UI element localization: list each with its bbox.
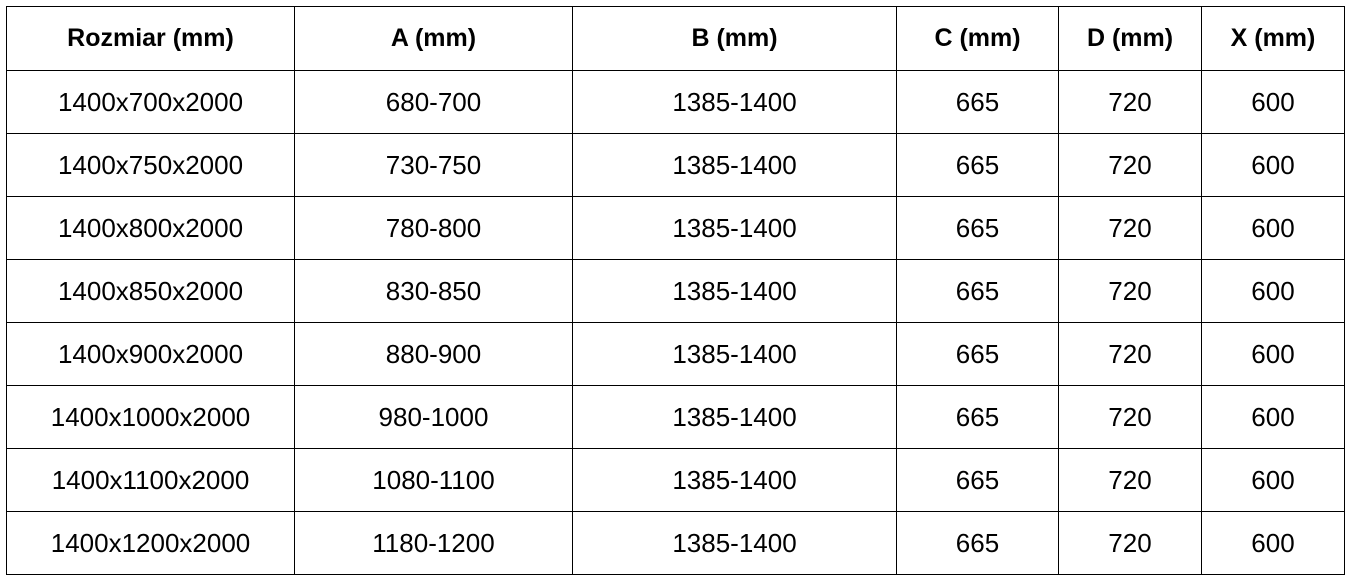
table-cell: 1385-1400 (572, 259, 897, 323)
table-cell: 1385-1400 (572, 70, 897, 134)
table-cell: 1400x1000x2000 (6, 385, 295, 449)
table-cell: 600 (1201, 196, 1345, 260)
table-row: 1400x1000x2000 980-1000 1385-1400 665 720 600 (6, 385, 1345, 449)
table-row: 1400x1200x2000 1180-1200 1385-1400 665 720 60… (6, 511, 1345, 575)
table-cell: 600 (1201, 70, 1345, 134)
table-cell: 1385-1400 (572, 448, 897, 512)
table-cell: 1385-1400 (572, 385, 897, 449)
table-cell: 980-1000 (294, 385, 573, 449)
table-cell: 680-700 (294, 70, 573, 134)
table-row: 1400x700x2000 680-700 1385-1400 665 720 600 (6, 70, 1345, 134)
header-row: Rozmiar (mm) A (mm) B (mm) C (mm) D (mm) X (m… (6, 6, 1345, 71)
table-cell: 1385-1400 (572, 322, 897, 386)
table-body: 1400x700x2000 680-700 1385-1400 665 720 600 14… (6, 70, 1345, 575)
table-cell: 665 (896, 259, 1059, 323)
column-header: Rozmiar (mm) (6, 6, 295, 71)
table-cell: 1385-1400 (572, 511, 897, 575)
table-cell: 600 (1201, 511, 1345, 575)
table-row: 1400x1100x2000 1080-1100 1385-1400 665 720 60… (6, 448, 1345, 512)
table-cell: 780-800 (294, 196, 573, 260)
table-cell: 730-750 (294, 133, 573, 197)
table-cell: 1400x750x2000 (6, 133, 295, 197)
column-header: X (mm) (1201, 6, 1345, 71)
table-cell: 720 (1058, 322, 1202, 386)
table-cell: 720 (1058, 385, 1202, 449)
table-cell: 720 (1058, 133, 1202, 197)
table-cell: 1180-1200 (294, 511, 573, 575)
table-cell: 1400x1200x2000 (6, 511, 295, 575)
table-cell: 665 (896, 448, 1059, 512)
table-cell: 600 (1201, 385, 1345, 449)
table-cell: 665 (896, 385, 1059, 449)
table-row: 1400x800x2000 780-800 1385-1400 665 720 600 (6, 196, 1345, 260)
table-cell: 720 (1058, 511, 1202, 575)
column-header: A (mm) (294, 6, 573, 71)
table-cell: 1385-1400 (572, 133, 897, 197)
column-header: D (mm) (1058, 6, 1202, 71)
table-cell: 600 (1201, 448, 1345, 512)
table-row: 1400x850x2000 830-850 1385-1400 665 720 600 (6, 259, 1345, 323)
table-cell: 1400x900x2000 (6, 322, 295, 386)
table-cell: 665 (896, 70, 1059, 134)
table-cell: 1080-1100 (294, 448, 573, 512)
table-cell: 1400x850x2000 (6, 259, 295, 323)
table-cell: 1400x800x2000 (6, 196, 295, 260)
table-cell: 665 (896, 133, 1059, 197)
table-cell: 720 (1058, 70, 1202, 134)
table-cell: 880-900 (294, 322, 573, 386)
column-header: B (mm) (572, 6, 897, 71)
table-cell: 665 (896, 511, 1059, 575)
table-cell: 1400x1100x2000 (6, 448, 295, 512)
table-row: 1400x900x2000 880-900 1385-1400 665 720 600 (6, 322, 1345, 386)
table-cell: 720 (1058, 196, 1202, 260)
table-cell: 665 (896, 322, 1059, 386)
table-row: 1400x750x2000 730-750 1385-1400 665 720 600 (6, 133, 1345, 197)
table-cell: 720 (1058, 448, 1202, 512)
table-cell: 600 (1201, 322, 1345, 386)
dimensions-table: Rozmiar (mm) A (mm) B (mm) C (mm) D (mm) X (m… (6, 6, 1345, 575)
table-cell: 600 (1201, 259, 1345, 323)
table-cell: 830-850 (294, 259, 573, 323)
table-cell: 1385-1400 (572, 196, 897, 260)
column-header: C (mm) (896, 6, 1059, 71)
table-cell: 600 (1201, 133, 1345, 197)
table-cell: 665 (896, 196, 1059, 260)
table-cell: 1400x700x2000 (6, 70, 295, 134)
table-cell: 720 (1058, 259, 1202, 323)
